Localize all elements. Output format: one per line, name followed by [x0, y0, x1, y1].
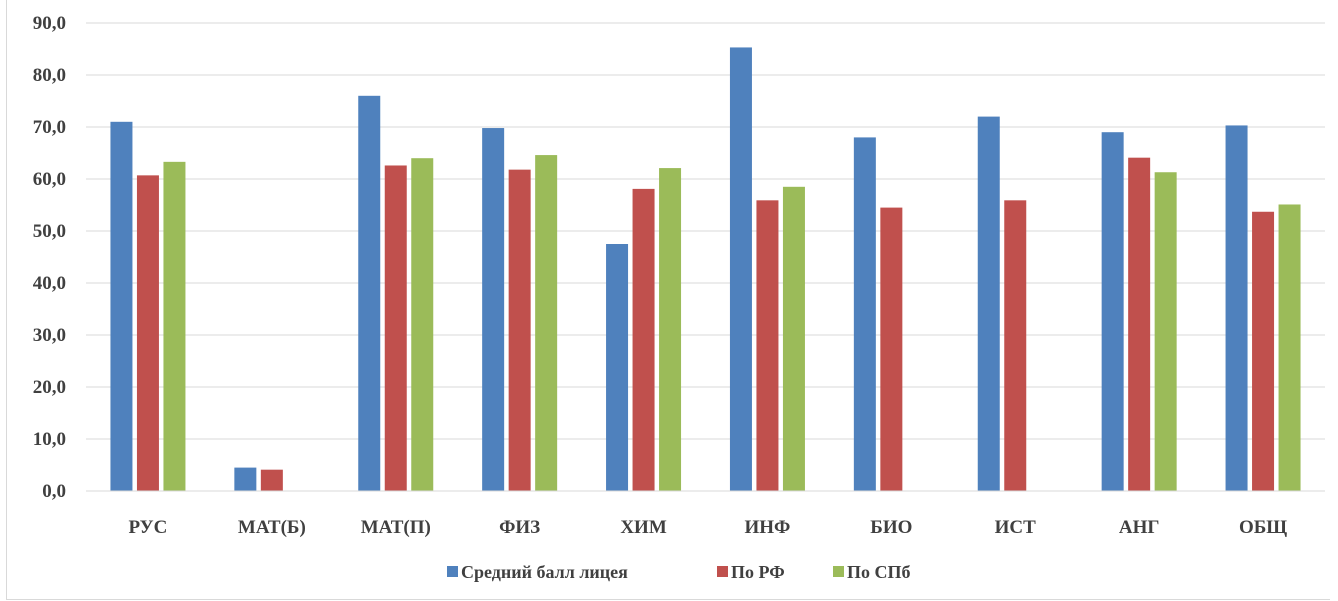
y-tick-label: 50,0 [33, 221, 66, 242]
bar [1154, 172, 1177, 492]
legend-label: По СПб [847, 562, 911, 582]
bar [535, 155, 558, 491]
legend: Средний балл лицея По РФ По СПб [447, 562, 911, 582]
x-tick-label: РУС [129, 517, 168, 538]
x-tick-label: МАТ(Б) [238, 517, 306, 538]
y-tick-label: 90,0 [33, 13, 66, 34]
x-axis: РУС МАТ(Б) МАТ(П) ФИЗ ХИМ ИНФ БИО ИСТ АНГ ОБЩ [86, 490, 1325, 538]
legend-label: Средний балл лицея [461, 562, 628, 582]
y-tick-label: 40,0 [33, 273, 66, 294]
bar [1004, 200, 1027, 491]
y-tick-label: 20,0 [33, 377, 66, 398]
y-tick-label: 80,0 [33, 65, 66, 86]
x-tick-label: АНГ [1119, 517, 1160, 538]
bar [163, 161, 186, 491]
bar [260, 469, 283, 491]
chart-frame [6, 0, 1330, 600]
legend-label: По РФ [731, 562, 785, 582]
bar [136, 175, 159, 492]
bar [358, 95, 381, 492]
bar [482, 128, 505, 492]
bar [411, 158, 434, 491]
bar [1101, 132, 1124, 491]
legend-swatch [447, 566, 458, 577]
bar [1278, 204, 1301, 492]
legend-swatch [717, 566, 728, 577]
y-tick-label: 0,0 [42, 481, 66, 502]
bar [1128, 157, 1151, 491]
x-tick-label: МАТ(П) [361, 517, 431, 538]
y-tick-label: 10,0 [33, 429, 66, 450]
bar [880, 207, 903, 491]
y-axis-tick-labels: 0,0 10,0 20,0 30,0 40,0 50,0 60,0 70,0 80,0 90,0 [33, 13, 66, 502]
bar [659, 168, 682, 491]
bar [384, 165, 407, 492]
bar [606, 244, 629, 491]
bar [632, 188, 655, 491]
x-tick-label: ИНФ [745, 517, 791, 538]
x-tick-label: БИО [870, 517, 912, 538]
bar [977, 116, 1000, 491]
bar [756, 200, 779, 491]
x-tick-label: ОБЩ [1239, 517, 1287, 538]
bar [782, 186, 805, 492]
bar [1252, 211, 1275, 491]
bar [110, 121, 133, 492]
bar [508, 169, 531, 491]
x-tick-label: ИСТ [995, 517, 1037, 538]
bar [234, 467, 257, 491]
legend-swatch [833, 566, 844, 577]
bar [1225, 125, 1248, 491]
x-tick-label: ХИМ [620, 517, 667, 538]
y-tick-label: 60,0 [33, 169, 66, 190]
bar [729, 47, 752, 491]
y-tick-label: 70,0 [33, 117, 66, 138]
x-tick-label: ФИЗ [499, 517, 540, 538]
bars [110, 47, 1301, 492]
bar [853, 137, 876, 491]
y-tick-label: 30,0 [33, 325, 66, 346]
